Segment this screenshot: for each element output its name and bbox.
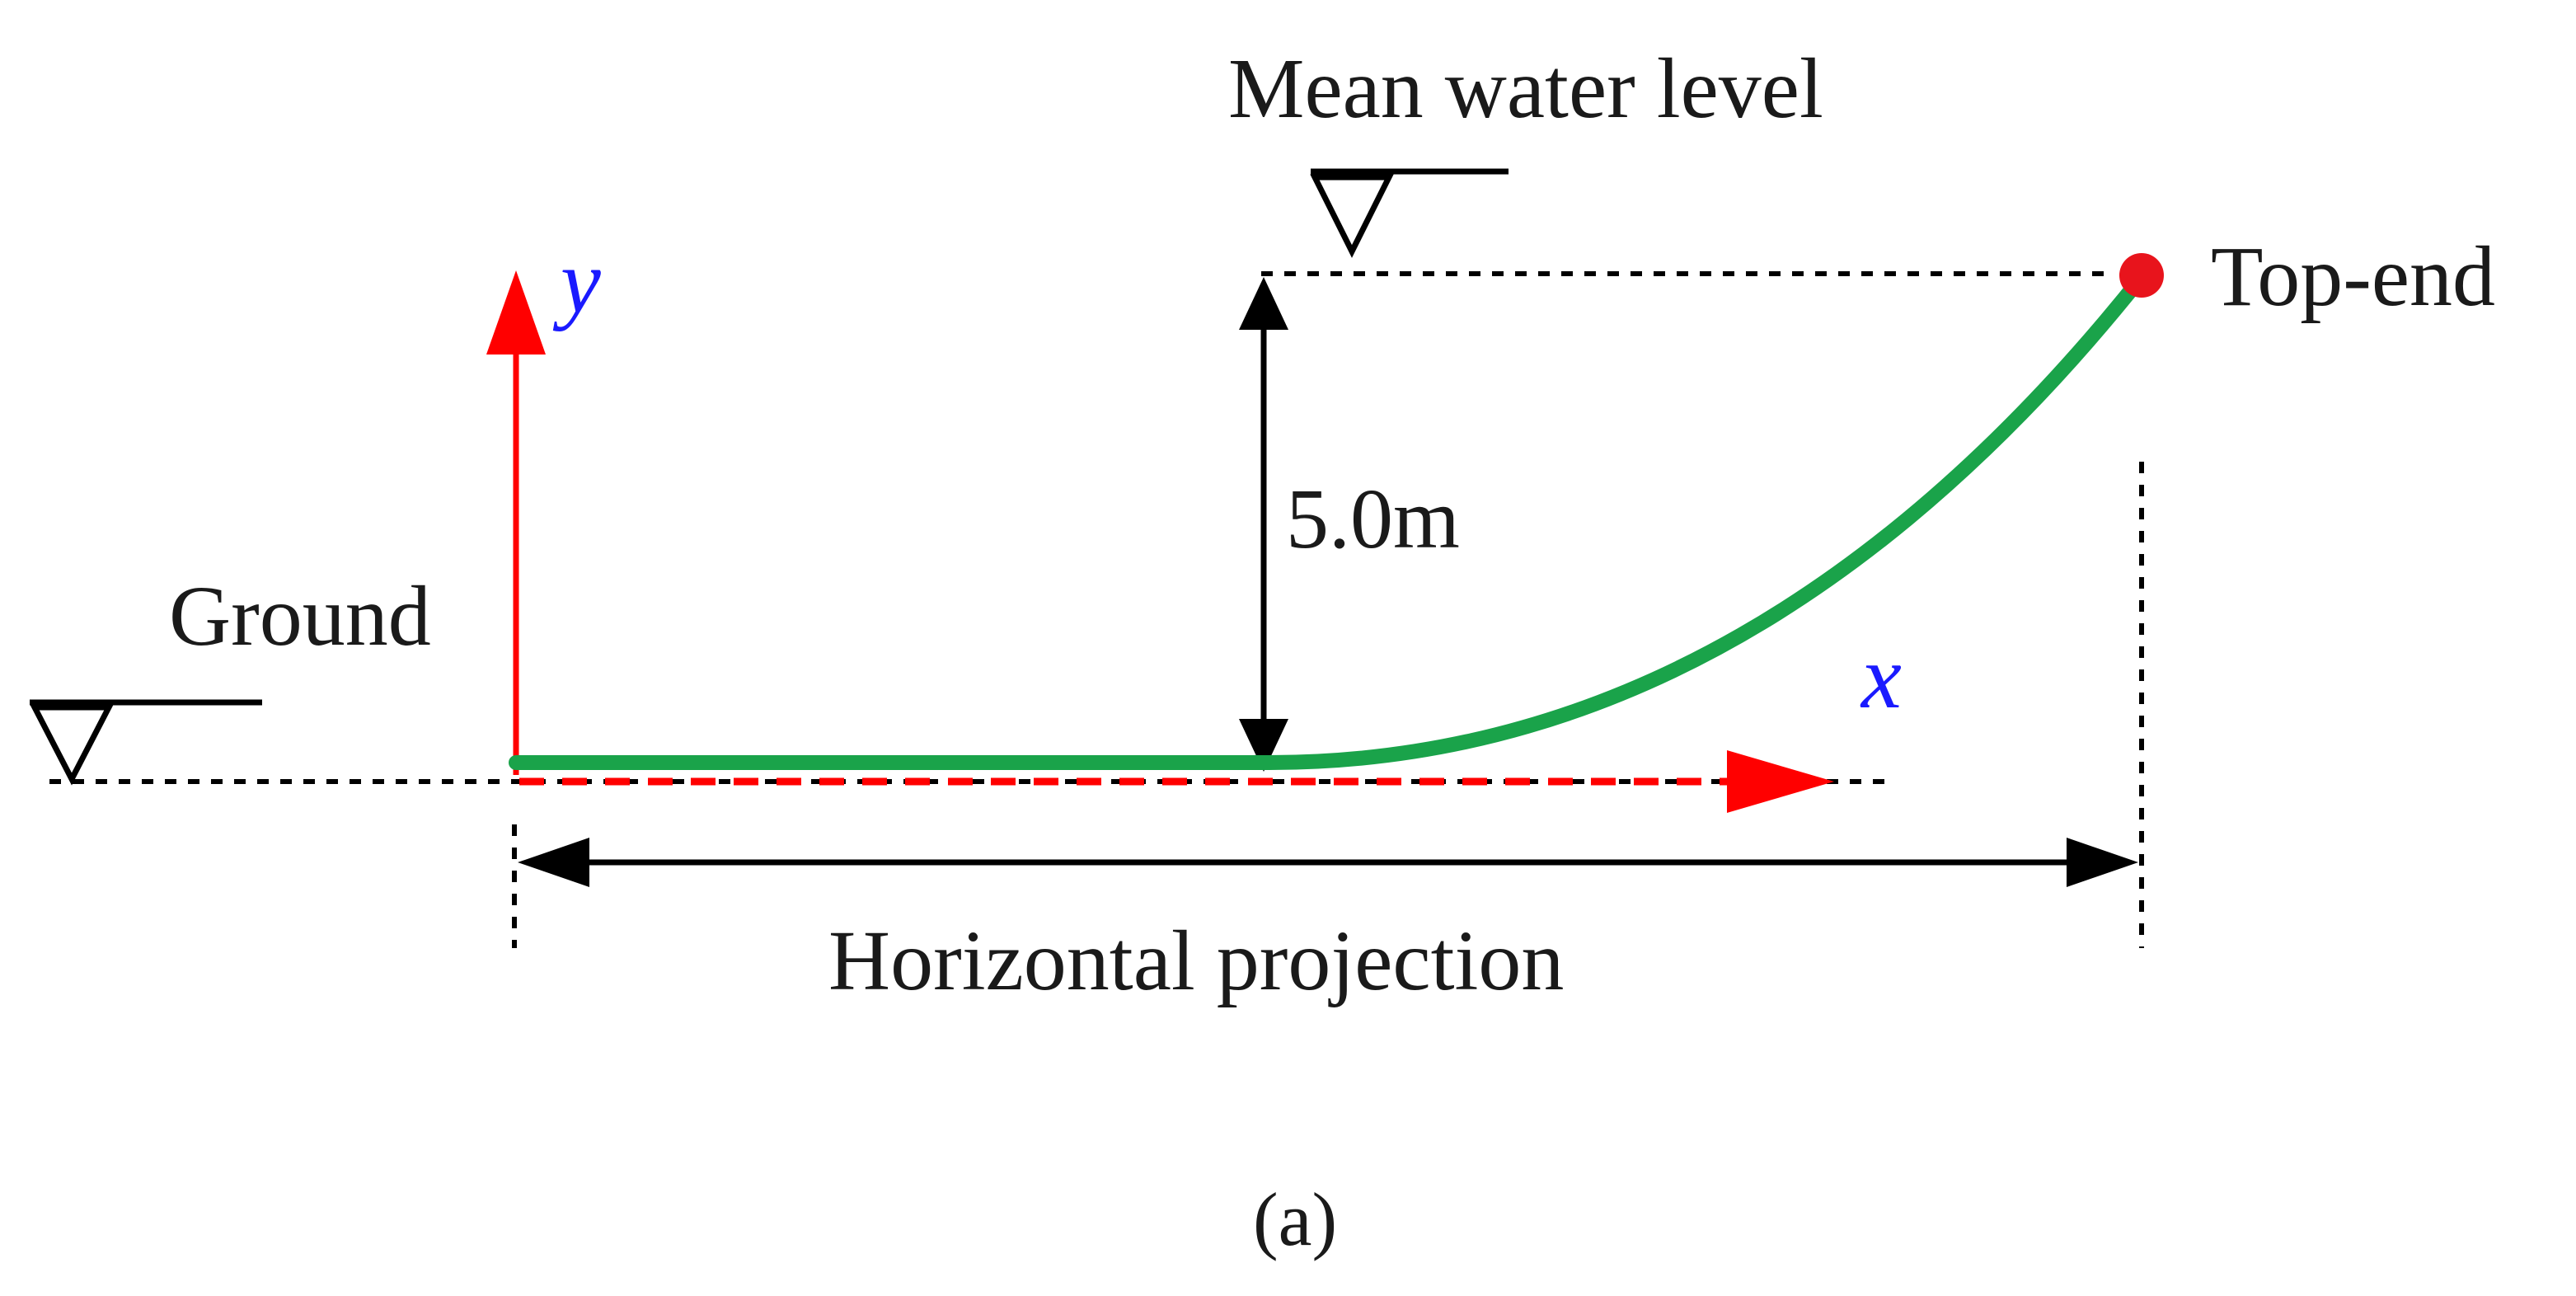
y-axis-arrow <box>486 270 546 775</box>
water-level-icon <box>1310 168 1509 258</box>
ground-level-icon <box>30 699 262 786</box>
mean-water-level-label: Mean water level <box>1228 41 1823 136</box>
riser-curve <box>509 270 2149 770</box>
figure-caption: (a) <box>1253 1177 1337 1261</box>
y-axis-label: y <box>552 231 601 331</box>
x-axis-arrow <box>519 750 1834 813</box>
horizontal-projection-label: Horizontal projection <box>828 913 1564 1008</box>
horizontal-projection-arrow <box>518 838 2138 887</box>
ground-label: Ground <box>169 569 431 664</box>
top-end-marker <box>2119 253 2164 298</box>
depth-dimension-arrow <box>1239 277 1288 772</box>
x-axis-label: x <box>1860 627 1902 727</box>
top-end-label: Top-end <box>2211 229 2495 324</box>
depth-label: 5.0m <box>1286 472 1460 566</box>
